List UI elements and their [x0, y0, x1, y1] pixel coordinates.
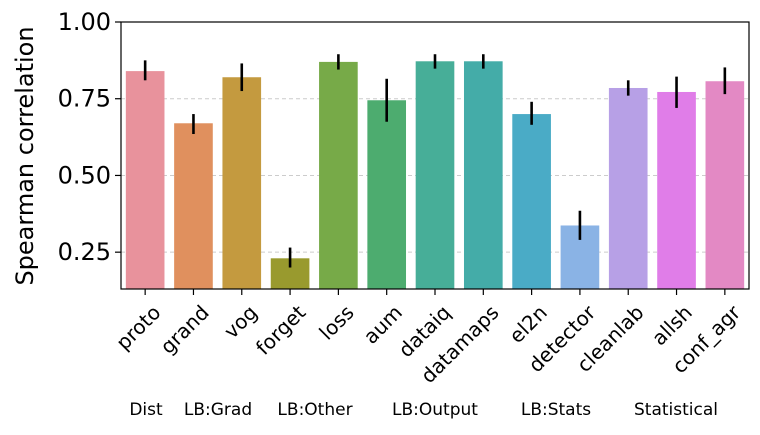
y-tick-label-0-50: 0.50	[58, 161, 111, 189]
bar-cleanlab	[608, 87, 648, 289]
bar-vog	[222, 77, 262, 289]
group-label-lb-other: LB:Other	[277, 400, 353, 420]
bars	[125, 61, 745, 290]
y-axis-ticks: 0.25 0.50 0.75 1.00	[58, 8, 121, 266]
bar-el2n	[512, 114, 551, 289]
group-label-statistical: Statistical	[634, 400, 718, 420]
y-axis-label: Spearman correlation	[11, 26, 39, 285]
group-label-lb-grad: LB:Grad	[183, 400, 253, 420]
bar-proto	[125, 71, 165, 289]
group-label-lb-output: LB:Output	[392, 400, 478, 420]
bar-conf-agr	[705, 81, 745, 289]
group-label-lb-stats: LB:Stats	[520, 400, 592, 420]
y-tick-label-0-75: 0.75	[58, 85, 111, 113]
x-tick-label-loss: loss	[314, 300, 358, 344]
y-tick-label-0-25: 0.25	[58, 238, 111, 266]
bar-dataiq	[415, 61, 455, 289]
bar-aum	[367, 100, 407, 289]
bar-loss	[319, 61, 358, 290]
x-tick-label-grand: grand	[155, 300, 213, 358]
x-tick-label-proto: proto	[111, 300, 165, 354]
bar-datamaps	[463, 61, 503, 289]
x-tick-label-forget: forget	[251, 300, 311, 360]
bar-allsh	[657, 91, 696, 289]
error-bars	[143, 54, 727, 268]
bar-grand	[174, 123, 213, 289]
y-tick-label-1-00: 1.00	[58, 8, 111, 36]
group-label-dist: Dist	[129, 400, 163, 420]
